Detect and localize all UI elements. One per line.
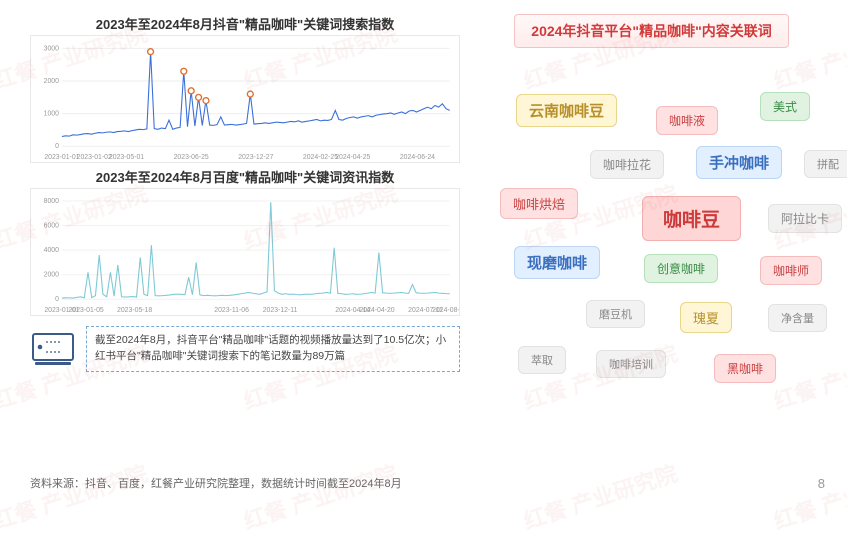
chart-title: 2023年至2024年8月抖音"精品咖啡"关键词搜索指数	[30, 14, 460, 33]
cloud-tag: 美式	[760, 92, 810, 121]
svg-text:2023-05-18: 2023-05-18	[117, 307, 152, 314]
svg-text:2000: 2000	[44, 78, 59, 85]
word-cloud-title: 2024年抖音平台"精品咖啡"内容关联词	[514, 14, 788, 48]
cloud-tag: 咖啡培训	[596, 350, 666, 378]
note-text: 截至2024年8月，抖音平台"精品咖啡"话题的视频播放量达到了10.5亿次；小红…	[86, 326, 460, 372]
baidu-info-index-chart: 2023年至2024年8月百度"精品咖啡"关键词资讯指数 0 2000 4000 60…	[30, 167, 460, 316]
chart-canvas: 0 1000 2000 3000 2023-01-012023-01-022023-05…	[30, 35, 460, 163]
svg-text:1000: 1000	[44, 111, 59, 118]
word-cloud: 云南咖啡豆咖啡液美式咖啡拉花手冲咖啡拼配咖啡烘焙咖啡豆阿拉比卡现磨咖啡创意咖啡咖…	[478, 54, 825, 469]
svg-text:2023-01-02: 2023-01-02	[77, 154, 112, 161]
svg-text:8000: 8000	[44, 198, 59, 205]
svg-text:6000: 6000	[44, 223, 59, 230]
cloud-tag: 拼配	[804, 150, 847, 178]
cloud-tag: 创意咖啡	[644, 254, 718, 283]
device-icon	[30, 330, 76, 368]
svg-text:0: 0	[55, 296, 59, 303]
svg-text:2000: 2000	[44, 272, 59, 279]
right-column: 2024年抖音平台"精品咖啡"内容关联词 云南咖啡豆咖啡液美式咖啡拉花手冲咖啡拼…	[478, 14, 825, 469]
cloud-tag: 咖啡液	[656, 106, 718, 135]
cloud-tag: 阿拉比卡	[768, 204, 842, 233]
cloud-tag: 云南咖啡豆	[516, 94, 617, 127]
svg-text:2024-02-25: 2024-02-25	[303, 154, 338, 161]
svg-text:2023-01-01: 2023-01-01	[44, 154, 79, 161]
source-text: 资料来源：抖音、百度，红餐产业研究院整理，数据统计时间截至2024年8月	[30, 475, 402, 491]
svg-text:0: 0	[55, 143, 59, 150]
cloud-tag: 净含量	[768, 304, 827, 332]
svg-text:2024-04-25: 2024-04-25	[335, 154, 370, 161]
svg-text:2023-05-01: 2023-05-01	[109, 154, 144, 161]
svg-text:2023-12-27: 2023-12-27	[238, 154, 273, 161]
cloud-tag: 瑰夏	[680, 302, 732, 333]
svg-text:2023-12-11: 2023-12-11	[263, 307, 298, 314]
svg-text:4000: 4000	[44, 247, 59, 254]
cloud-tag: 咖啡拉花	[590, 150, 664, 179]
svg-text:2024-06-24: 2024-06-24	[400, 154, 435, 161]
svg-text:2024-08-12: 2024-08-12	[432, 307, 459, 314]
cloud-tag: 磨豆机	[586, 300, 645, 328]
cloud-tag: 萃取	[518, 346, 566, 374]
svg-text:2023-01-05: 2023-01-05	[69, 307, 104, 314]
svg-text:2023-06-25: 2023-06-25	[174, 154, 209, 161]
left-column: 2023年至2024年8月抖音"精品咖啡"关键词搜索指数 0 1000 2000 30…	[30, 14, 460, 469]
chart-title: 2023年至2024年8月百度"精品咖啡"关键词资讯指数	[30, 167, 460, 186]
svg-text:2023-11-06: 2023-11-06	[214, 307, 249, 314]
cloud-tag: 咖啡豆	[642, 196, 741, 241]
chart-canvas: 020004000600080002023-01-012023-01-05202…	[30, 188, 460, 316]
cloud-tag: 现磨咖啡	[514, 246, 600, 279]
svg-text:3000: 3000	[44, 45, 59, 52]
cloud-tag: 黑咖啡	[714, 354, 776, 383]
douyin-search-index-chart: 2023年至2024年8月抖音"精品咖啡"关键词搜索指数 0 1000 2000 30…	[30, 14, 460, 163]
cloud-tag: 手冲咖啡	[696, 146, 782, 179]
cloud-tag: 咖啡师	[760, 256, 822, 285]
footer: 资料来源：抖音、百度，红餐产业研究院整理，数据统计时间截至2024年8月 8	[30, 475, 825, 491]
note-row: 截至2024年8月，抖音平台"精品咖啡"话题的视频播放量达到了10.5亿次；小红…	[30, 326, 460, 372]
svg-text:2024-04-20: 2024-04-20	[359, 307, 394, 314]
cloud-tag: 咖啡烘焙	[500, 188, 578, 219]
page-number: 8	[818, 476, 825, 491]
